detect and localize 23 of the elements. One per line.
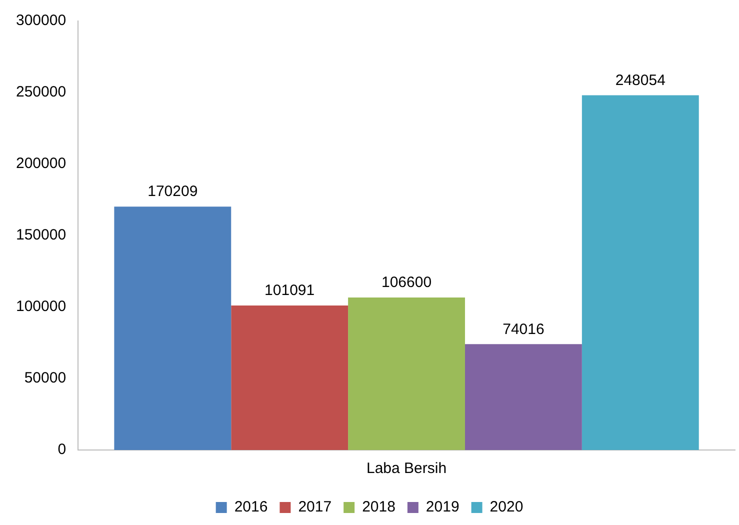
x-tick-label: Laba Bersih [366,460,447,478]
data-label: 106600 [381,274,432,292]
y-tick-label: 300000 [16,12,66,30]
bar [348,298,465,450]
legend-label: 2018 [362,498,396,516]
bar [582,95,699,450]
bar [464,344,582,450]
y-tick-label: 0 [58,441,66,458]
data-label: 74016 [502,320,544,338]
data-label: 101091 [264,282,315,300]
data-label: 248054 [615,72,666,89]
y-tick-label: 100000 [16,298,66,316]
y-tick-label: 150000 [16,226,66,244]
legend-label: 2016 [234,498,268,516]
data-label: 170209 [148,183,198,200]
bar [231,305,348,450]
legend-label: 2017 [298,498,332,516]
y-tick-label: 50000 [24,370,66,387]
y-tick-label: 200000 [16,155,66,172]
legend-label: 2020 [490,498,524,516]
y-tick-label: 250000 [16,84,66,101]
legend-label: 2019 [426,498,460,516]
bar [114,206,232,450]
